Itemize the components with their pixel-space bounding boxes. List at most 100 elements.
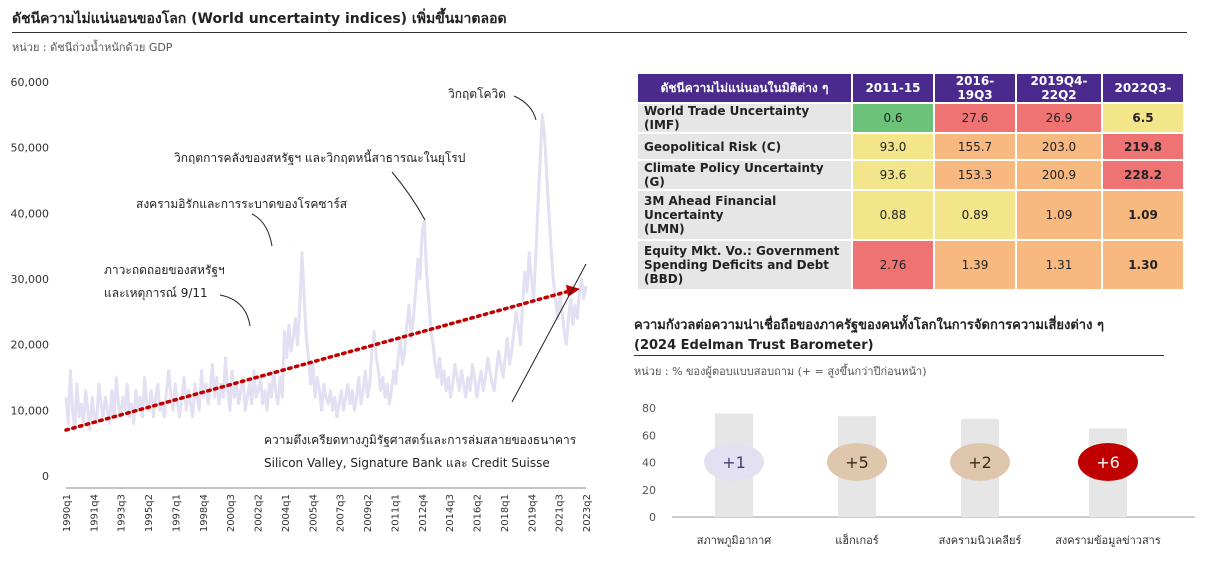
table-row: Geopolitical Risk (C) 93.0 155.7 203.0 219.8 <box>638 134 1183 159</box>
table-cell: 93.6 <box>853 161 933 189</box>
table-header-period: 2022Q3- <box>1103 74 1183 102</box>
x-tick-label: 2021q3 <box>555 494 566 532</box>
table-cell: 1.31 <box>1017 241 1101 289</box>
category-label: สงครามข้อมูลข่าวสาร <box>1055 534 1161 547</box>
trust-chart-divider <box>634 355 1164 356</box>
category-label: สภาพภูมิอากาศ <box>697 534 772 547</box>
table-header-label: ดัชนีความไม่แน่นอนในมิติต่าง ๆ <box>638 74 851 102</box>
y-tick-label: 0 <box>42 470 49 483</box>
table-cell: 1.09 <box>1103 191 1183 239</box>
trend-line <box>64 289 572 432</box>
table-header-period: 2019Q4-22Q2 <box>1017 74 1101 102</box>
row-label-line: Climate Policy Uncertainty (G) <box>644 161 824 189</box>
y-tick-label: 30,000 <box>11 273 50 286</box>
row-label-line: Geopolitical Risk (C) <box>644 139 782 154</box>
y-tick-label: 40,000 <box>11 207 50 220</box>
annotation-text: ภาวะถดถอยของสหรัฐฯ <box>104 263 225 277</box>
table-cell: 1.09 <box>1017 191 1101 239</box>
table-cell: 1.39 <box>935 241 1015 289</box>
table-cell: 0.89 <box>935 191 1015 239</box>
uncertainty-table: ดัชนีความไม่แน่นอนในมิติต่าง ๆ 2011-15 201… <box>636 72 1185 291</box>
annotation-text: วิกฤตโควิด <box>448 87 506 101</box>
series-line <box>64 113 588 432</box>
row-label-line: Spending Deficits and Debt (BBD) <box>644 258 830 286</box>
x-tick-label: 2019q4 <box>527 494 538 532</box>
y-tick-label: 0 <box>649 511 656 524</box>
change-badge <box>827 443 887 481</box>
bar <box>838 416 876 517</box>
annotation-text: วิกฤตการคลังของสหรัฐฯ และวิกฤตหนี้สาธารณ… <box>174 149 466 166</box>
x-tick-label: 2016q2 <box>473 494 484 532</box>
annotation-text: และเหตุการณ์ 9/11 <box>104 286 208 301</box>
table-cell: 0.88 <box>853 191 933 239</box>
table-cell: 6.5 <box>1103 104 1183 132</box>
category-label: สงครามนิวเคลียร์ <box>939 534 1022 547</box>
x-tick-label: 1993q3 <box>117 494 128 532</box>
title-divider <box>12 32 1187 33</box>
x-tick-label: 2000q3 <box>226 494 237 532</box>
table-cell: 219.8 <box>1103 134 1183 159</box>
x-tick-label: 2004q1 <box>281 494 292 532</box>
table-row: Climate Policy Uncertainty (G) 93.6 153.3 2… <box>638 161 1183 189</box>
annotation-leader <box>251 213 273 247</box>
left-unit-label: หน่วย : ดัชนีถ่วงน้ำหนักด้วย GDP <box>12 41 173 54</box>
change-value: +2 <box>968 453 992 472</box>
table-cell: 155.7 <box>935 134 1015 159</box>
x-tick-label: 1991q4 <box>89 494 100 532</box>
row-label-line: World Trade Uncertainty (IMF) <box>644 104 810 132</box>
x-tick-label: 1997q1 <box>171 494 182 532</box>
category-label: แฮ็กเกอร์ <box>835 533 878 547</box>
bar <box>715 413 753 517</box>
x-tick-label: 2018q1 <box>500 494 511 532</box>
annotation-leader <box>513 95 537 121</box>
row-label-line: Equity Mkt. Vo.: Government <box>644 244 840 258</box>
table-cell: 2.76 <box>853 241 933 289</box>
y-tick-label: 10,000 <box>11 404 50 417</box>
x-tick-label: 2014q3 <box>445 494 456 532</box>
x-tick-label: 2012q4 <box>418 494 429 532</box>
change-badge <box>1078 443 1138 481</box>
table-header-row: ดัชนีความไม่แน่นอนในมิติต่าง ๆ 2011-15 201… <box>638 74 1183 102</box>
annotation-text: ความตึงเครียดทางภูมิรัฐศาสตร์และการล่มสล… <box>264 433 577 448</box>
table-header-period: 2016-19Q3 <box>935 74 1015 102</box>
table-cell: 228.2 <box>1103 161 1183 189</box>
trust-chart-title: ความกังวลต่อความน่าเชื่อถือของภาครัฐของค… <box>634 318 1104 333</box>
y-tick-label: 20,000 <box>11 339 50 352</box>
table-cell: 1.30 <box>1103 241 1183 289</box>
row-label: 3M Ahead Financial Uncertainty (LMN) <box>638 191 851 239</box>
row-label: Geopolitical Risk (C) <box>638 134 851 159</box>
change-badge <box>704 443 764 481</box>
annotation-leader <box>391 171 426 221</box>
table-row: Equity Mkt. Vo.: Government Spending Defi… <box>638 241 1183 289</box>
row-label-line: 3M Ahead Financial Uncertainty <box>644 194 777 222</box>
row-label: Climate Policy Uncertainty (G) <box>638 161 851 189</box>
y-tick-label: 60,000 <box>11 76 50 89</box>
y-tick-label: 40 <box>642 457 656 470</box>
change-badge <box>950 443 1010 481</box>
x-tick-label: 2009q2 <box>363 494 374 532</box>
y-tick-label: 50,000 <box>11 142 50 155</box>
x-tick-label: 1990q1 <box>62 494 73 532</box>
x-tick-label: 1995q2 <box>144 494 155 532</box>
x-tick-label: 2023q2 <box>582 494 593 532</box>
table-cell: 153.3 <box>935 161 1015 189</box>
table-cell: 93.0 <box>853 134 933 159</box>
annotation-leader <box>511 263 587 403</box>
x-tick-label: 2002q2 <box>254 494 265 532</box>
x-tick-label: 1998q4 <box>199 494 210 532</box>
uncertainty-line-chart: 0 10,000 20,000 30,000 40,000 50,000 60,000 199… <box>11 76 594 532</box>
table-cell: 200.9 <box>1017 161 1101 189</box>
trust-chart-subtitle: (2024 Edelman Trust Barometer) <box>634 338 874 353</box>
table-row: World Trade Uncertainty (IMF) 0.6 27.6 26.9… <box>638 104 1183 132</box>
table-cell: 203.0 <box>1017 134 1101 159</box>
bar <box>961 418 999 517</box>
row-label-line: (LMN) <box>644 222 685 236</box>
y-tick-label: 60 <box>642 429 656 442</box>
page-title: ดัชนีความไม่แน่นอนของโลก (World uncertai… <box>12 11 507 27</box>
change-value: +1 <box>722 453 746 472</box>
row-label: World Trade Uncertainty (IMF) <box>638 104 851 132</box>
row-label: Equity Mkt. Vo.: Government Spending Defi… <box>638 241 851 289</box>
annotation-text: สงครามอิรักและการระบาดของโรคซาร์ส <box>136 197 348 211</box>
table-cell: 0.6 <box>853 104 933 132</box>
table-row: 3M Ahead Financial Uncertainty (LMN) 0.88 0… <box>638 191 1183 239</box>
